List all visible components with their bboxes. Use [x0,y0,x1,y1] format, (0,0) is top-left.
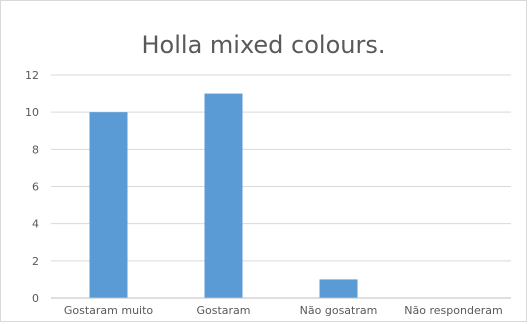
y-tick-label: 8 [32,143,39,156]
y-tick-label: 10 [25,106,39,119]
x-tick-label: Gostaram muito [64,304,154,317]
y-tick-label: 2 [32,255,39,268]
bar [204,93,243,298]
x-tick-label: Gostaram [196,304,250,317]
x-tick-label: Não gosatram [300,304,378,317]
x-axis-ticks: Gostaram muito Gostaram Não gosatram Não re… [64,304,503,317]
bars [89,93,358,299]
bar [319,279,358,298]
y-tick-label: 0 [32,292,39,305]
y-tick-label: 4 [32,218,39,231]
chart-title: Holla mixed colours. [141,31,386,59]
y-tick-label: 6 [32,181,39,194]
grid-lines [51,74,511,262]
y-tick-label: 12 [25,69,39,82]
x-tick-label: Não responderam [404,304,502,317]
y-axis-ticks: 0 2 4 6 8 10 12 [25,69,39,305]
bar [89,112,128,299]
